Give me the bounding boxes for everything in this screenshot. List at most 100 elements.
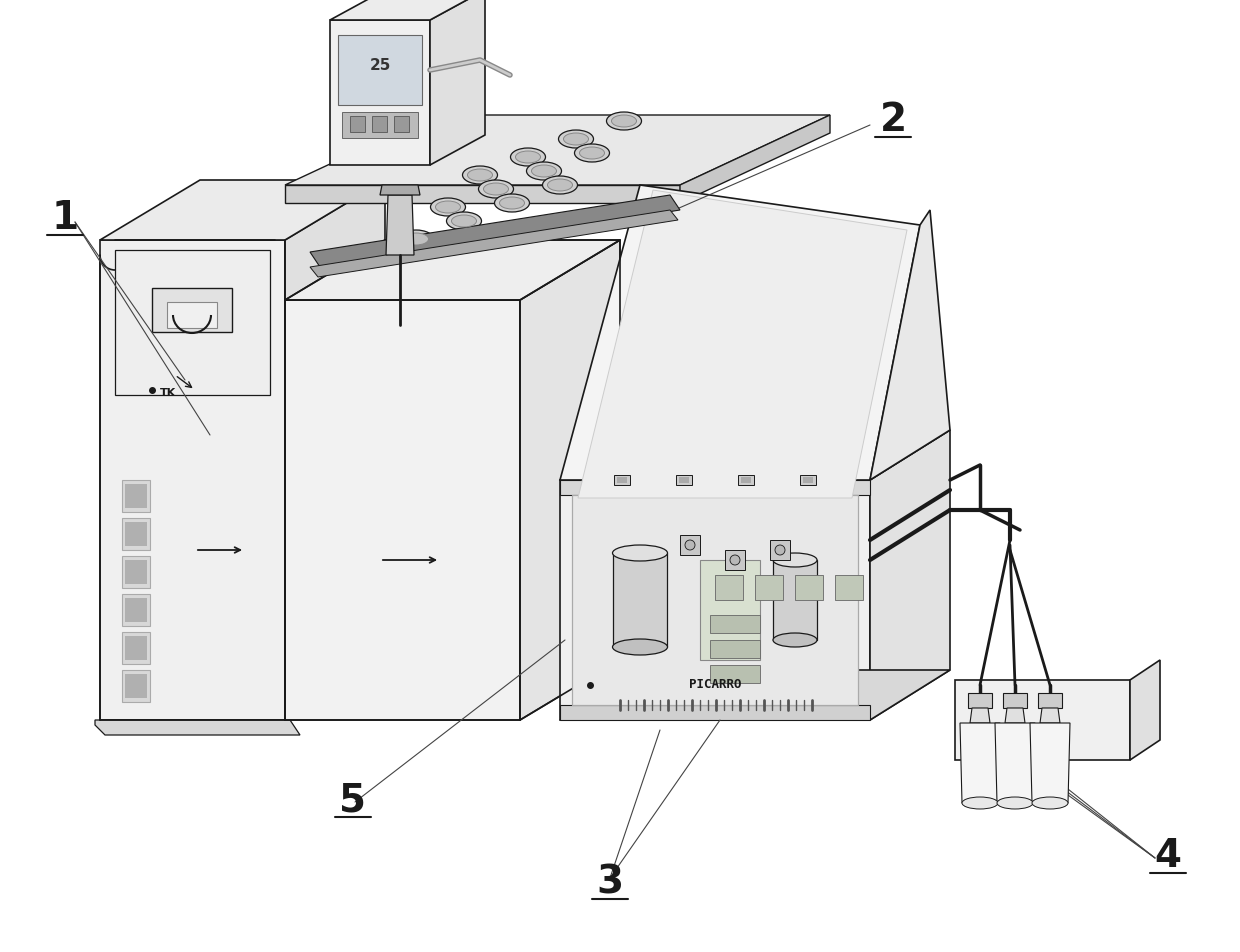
- Ellipse shape: [403, 233, 429, 245]
- Ellipse shape: [613, 639, 667, 655]
- Polygon shape: [560, 480, 870, 495]
- Ellipse shape: [548, 179, 573, 191]
- Polygon shape: [285, 180, 384, 720]
- Text: 3: 3: [596, 863, 624, 901]
- Polygon shape: [1030, 723, 1070, 803]
- Polygon shape: [560, 670, 950, 720]
- Polygon shape: [955, 680, 1130, 760]
- Polygon shape: [835, 575, 863, 600]
- Ellipse shape: [730, 555, 740, 565]
- Polygon shape: [153, 288, 232, 332]
- Polygon shape: [122, 594, 150, 626]
- Ellipse shape: [500, 197, 525, 209]
- Polygon shape: [95, 720, 300, 735]
- Ellipse shape: [773, 553, 817, 567]
- Polygon shape: [870, 430, 950, 720]
- Polygon shape: [614, 475, 630, 485]
- Polygon shape: [167, 302, 217, 328]
- Polygon shape: [520, 240, 620, 720]
- Polygon shape: [795, 575, 823, 600]
- Polygon shape: [680, 535, 701, 555]
- Polygon shape: [968, 693, 992, 708]
- Ellipse shape: [558, 130, 594, 148]
- Ellipse shape: [962, 797, 998, 809]
- Ellipse shape: [1032, 797, 1068, 809]
- Polygon shape: [372, 116, 387, 132]
- Polygon shape: [742, 477, 751, 483]
- Polygon shape: [394, 116, 409, 132]
- Ellipse shape: [997, 797, 1033, 809]
- Polygon shape: [725, 550, 745, 570]
- Polygon shape: [773, 560, 817, 640]
- Text: PICARRO: PICARRO: [688, 679, 742, 691]
- Ellipse shape: [684, 540, 694, 550]
- Polygon shape: [1040, 708, 1060, 723]
- Polygon shape: [715, 575, 743, 600]
- Ellipse shape: [398, 230, 434, 248]
- Polygon shape: [310, 195, 680, 267]
- Text: 25: 25: [370, 57, 391, 72]
- Polygon shape: [125, 598, 148, 622]
- Polygon shape: [125, 674, 148, 698]
- Polygon shape: [572, 495, 858, 705]
- Polygon shape: [738, 475, 754, 485]
- Polygon shape: [711, 615, 760, 633]
- Polygon shape: [1004, 708, 1025, 723]
- Polygon shape: [122, 556, 150, 588]
- Polygon shape: [613, 553, 667, 647]
- Polygon shape: [578, 190, 906, 498]
- Polygon shape: [1003, 693, 1027, 708]
- Polygon shape: [310, 210, 678, 277]
- Polygon shape: [804, 477, 813, 483]
- Polygon shape: [339, 35, 422, 105]
- Text: 4: 4: [1154, 837, 1182, 875]
- Polygon shape: [560, 430, 950, 480]
- Polygon shape: [701, 560, 760, 660]
- Polygon shape: [560, 480, 870, 720]
- Polygon shape: [560, 705, 870, 720]
- Ellipse shape: [479, 180, 513, 198]
- Polygon shape: [285, 115, 830, 185]
- Ellipse shape: [527, 162, 562, 180]
- Polygon shape: [770, 540, 790, 560]
- Ellipse shape: [430, 198, 465, 216]
- Polygon shape: [125, 484, 148, 508]
- Polygon shape: [122, 480, 150, 512]
- Ellipse shape: [563, 133, 589, 145]
- Ellipse shape: [611, 115, 636, 127]
- Text: TK: TK: [160, 388, 176, 398]
- Ellipse shape: [775, 545, 785, 555]
- Polygon shape: [560, 185, 920, 480]
- Polygon shape: [100, 240, 285, 720]
- Polygon shape: [342, 112, 418, 138]
- Polygon shape: [285, 185, 680, 203]
- Ellipse shape: [495, 194, 529, 212]
- Polygon shape: [870, 210, 950, 480]
- Ellipse shape: [613, 545, 667, 561]
- Ellipse shape: [463, 166, 497, 184]
- Ellipse shape: [467, 169, 492, 181]
- Ellipse shape: [446, 212, 481, 230]
- Ellipse shape: [543, 176, 578, 194]
- Polygon shape: [122, 670, 150, 702]
- Polygon shape: [100, 180, 384, 240]
- Polygon shape: [285, 300, 520, 720]
- Polygon shape: [1130, 660, 1159, 760]
- Polygon shape: [680, 477, 689, 483]
- Polygon shape: [755, 575, 782, 600]
- Ellipse shape: [574, 144, 610, 162]
- Polygon shape: [379, 185, 420, 195]
- Polygon shape: [125, 522, 148, 546]
- Polygon shape: [711, 665, 760, 683]
- Polygon shape: [125, 560, 148, 584]
- Polygon shape: [994, 723, 1035, 803]
- Text: 5: 5: [340, 781, 367, 819]
- Polygon shape: [1038, 693, 1061, 708]
- Polygon shape: [125, 636, 148, 660]
- Ellipse shape: [484, 183, 508, 195]
- Polygon shape: [676, 475, 692, 485]
- Polygon shape: [350, 116, 365, 132]
- Polygon shape: [122, 518, 150, 550]
- Polygon shape: [960, 723, 999, 803]
- Ellipse shape: [773, 633, 817, 647]
